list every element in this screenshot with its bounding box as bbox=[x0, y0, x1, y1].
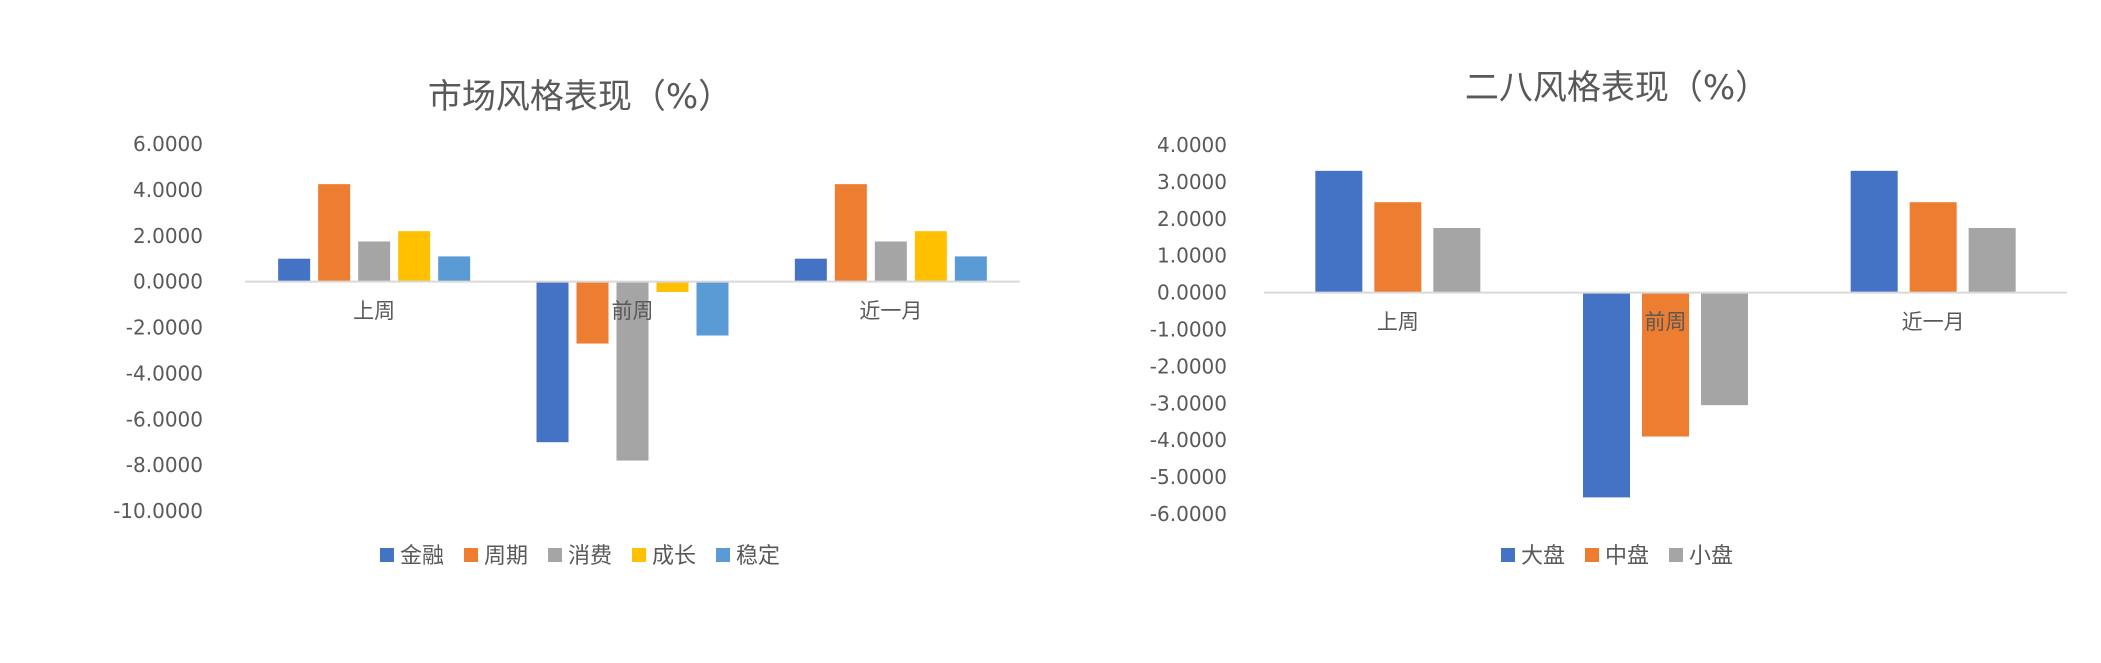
legend-swatch bbox=[632, 548, 647, 562]
category-label: 前周 bbox=[612, 299, 654, 323]
legend-label: 成长 bbox=[652, 544, 696, 569]
y-tick-label: 2.0000 bbox=[1157, 207, 1227, 231]
bar-0-3 bbox=[398, 231, 431, 282]
bar-1-0 bbox=[1583, 292, 1630, 498]
legend: 大盘 中盘 小盘 bbox=[1500, 544, 1733, 569]
y-tick-label: 4.0000 bbox=[1157, 133, 1227, 157]
y-tick-label: 0.0000 bbox=[1157, 281, 1227, 305]
legend-swatch bbox=[379, 548, 394, 562]
y-tick-label: 4.0000 bbox=[133, 178, 203, 202]
category-label: 近一月 bbox=[859, 299, 922, 323]
category-label: 前周 bbox=[1645, 310, 1687, 334]
legend-swatch bbox=[716, 548, 731, 562]
legend: 金融 周期 消费 成长 稳定 bbox=[379, 544, 780, 569]
y-tick-label: -5.0000 bbox=[1150, 465, 1227, 489]
category-label: 近一月 bbox=[1902, 310, 1965, 334]
bar-1-1 bbox=[576, 281, 609, 344]
legend-label: 中盘 bbox=[1605, 544, 1649, 569]
bar-0-1 bbox=[318, 184, 351, 282]
bar-1-3 bbox=[656, 281, 689, 292]
legend-label: 消费 bbox=[568, 544, 612, 569]
legend-swatch bbox=[1500, 548, 1515, 562]
chart-title: 二八风格表现（%） bbox=[1465, 68, 1769, 108]
y-tick-label: -8.0000 bbox=[126, 453, 203, 477]
bar-2-4 bbox=[954, 256, 987, 282]
y-axis: 6.0000 4.0000 2.0000 0.0000 -2.0000 -4.0000 -6… bbox=[113, 132, 203, 523]
legend-swatch bbox=[463, 548, 478, 562]
y-tick-label: -6.0000 bbox=[1150, 502, 1227, 526]
y-tick-label: -4.0000 bbox=[1150, 428, 1227, 452]
bar-1-2 bbox=[1701, 292, 1748, 406]
legend-label: 金融 bbox=[400, 544, 444, 569]
legend-label: 稳定 bbox=[736, 544, 780, 569]
y-tick-label: 6.0000 bbox=[133, 132, 203, 156]
bar-0-4 bbox=[438, 256, 471, 282]
y-tick-label: -4.0000 bbox=[126, 361, 203, 385]
bar-0-2 bbox=[358, 241, 391, 282]
market-style-chart: 市场风格表现（%） 6.0000 4.0000 2.0000 0.0000 -2.000… bbox=[105, 55, 1035, 590]
legend-label: 小盘 bbox=[1689, 544, 1733, 569]
legend-label: 周期 bbox=[484, 544, 528, 569]
bar-1-1 bbox=[1642, 292, 1689, 437]
bar-2-0 bbox=[1850, 170, 1898, 293]
bar-1-4 bbox=[696, 281, 729, 336]
y-tick-label: 1.0000 bbox=[1157, 244, 1227, 268]
bar-0-0 bbox=[278, 258, 311, 282]
y-tick-label: -10.0000 bbox=[113, 499, 203, 523]
legend-swatch bbox=[547, 548, 562, 562]
chart-area-background bbox=[105, 55, 1035, 590]
legend-swatch bbox=[1669, 548, 1684, 562]
y-tick-label: -1.0000 bbox=[1150, 318, 1227, 342]
y-tick-label: 0.0000 bbox=[133, 270, 203, 294]
category-label: 上周 bbox=[353, 299, 395, 323]
y-tick-label: -2.0000 bbox=[1150, 354, 1227, 378]
legend-label: 大盘 bbox=[1521, 544, 1565, 569]
bar-0-0 bbox=[1315, 170, 1363, 293]
category-labels: 上周 前周 近一月 bbox=[353, 299, 922, 323]
bar-2-1 bbox=[834, 184, 867, 282]
bar-2-1 bbox=[1909, 202, 1957, 293]
bar-2-3 bbox=[914, 231, 947, 282]
bar-0-1 bbox=[1374, 202, 1422, 293]
y-tick-label: -2.0000 bbox=[126, 316, 203, 340]
y-tick-label: 2.0000 bbox=[133, 224, 203, 248]
bar-0-2 bbox=[1433, 228, 1481, 293]
bar-2-2 bbox=[1968, 228, 2016, 293]
legend-swatch bbox=[1584, 548, 1599, 562]
chart-title: 市场风格表现（%） bbox=[428, 77, 732, 117]
bar-2-2 bbox=[874, 241, 907, 282]
bars-group bbox=[278, 184, 987, 461]
category-label: 上周 bbox=[1377, 310, 1419, 334]
bars-group bbox=[1315, 170, 2016, 498]
bar-1-2 bbox=[616, 281, 649, 461]
size-style-chart: 二八风格表现（%） 4.0000 3.0000 2.0000 1.0000 0.0000… bbox=[1150, 55, 2075, 590]
bar-1-0 bbox=[536, 281, 569, 443]
bar-2-0 bbox=[794, 258, 827, 282]
y-tick-label: -3.0000 bbox=[1150, 391, 1227, 415]
y-axis: 4.0000 3.0000 2.0000 1.0000 0.0000 -1.0000 -2.… bbox=[1150, 133, 1227, 526]
y-tick-label: -6.0000 bbox=[126, 407, 203, 431]
category-labels: 上周 前周 近一月 bbox=[1377, 310, 1965, 334]
y-tick-label: 3.0000 bbox=[1157, 170, 1227, 194]
